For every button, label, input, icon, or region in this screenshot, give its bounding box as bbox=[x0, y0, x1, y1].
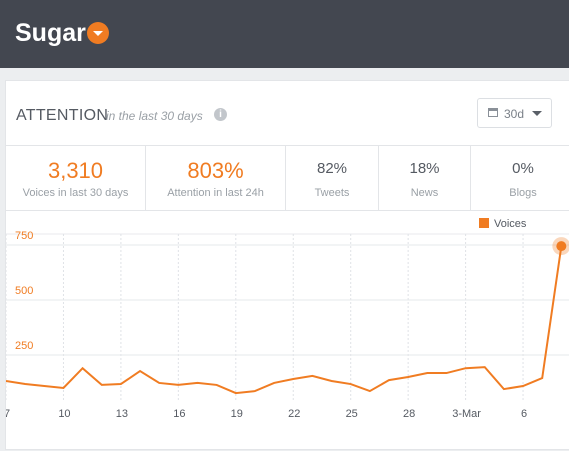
x-tick-label: 25 bbox=[346, 408, 358, 420]
chart: 250 500 750 7 10 13 16 19 22 25 28 3-Mar 6 Voices bbox=[6, 218, 569, 420]
stats-row: 3,310 Voices in last 30 days 803% Attention… bbox=[6, 145, 569, 211]
series-line bbox=[6, 245, 563, 395]
x-tick-label: 13 bbox=[116, 408, 128, 420]
panel-title: ATTENTION bbox=[16, 107, 109, 124]
stat-cell: 803% Attention in last 24h bbox=[146, 146, 286, 210]
brand-dropdown[interactable] bbox=[87, 22, 109, 44]
x-tick-label: 3-Mar bbox=[452, 408, 481, 420]
stat-value: 3,310 bbox=[47, 158, 104, 183]
stat-cell: 3,310 Voices in last 30 days bbox=[6, 146, 146, 210]
stat-cell: 18% News bbox=[379, 146, 471, 210]
top-bar: Sugar bbox=[0, 0, 569, 68]
x-tick-label: 19 bbox=[231, 408, 243, 420]
stat-label: Tweets bbox=[314, 187, 350, 199]
stat-value: 18% bbox=[409, 160, 440, 177]
stat-label: Voices in last 30 days bbox=[22, 187, 129, 199]
range-label: 30d bbox=[504, 107, 525, 121]
y-tick-label: 500 bbox=[15, 285, 33, 297]
info-icon[interactable]: i bbox=[214, 108, 227, 121]
brand-title: Sugar bbox=[15, 19, 86, 47]
legend-swatch bbox=[479, 218, 489, 228]
stat-value: 82% bbox=[316, 160, 348, 177]
y-tick-label: 250 bbox=[15, 340, 33, 352]
stat-value: 0% bbox=[512, 160, 534, 177]
caret-icon bbox=[532, 111, 542, 116]
stat-cell: 0% Blogs bbox=[471, 146, 569, 210]
x-tick-label: 6 bbox=[521, 408, 527, 420]
range-button[interactable]: 30d bbox=[477, 98, 552, 128]
calendar-icon bbox=[488, 108, 498, 117]
x-tick-label: 16 bbox=[173, 408, 185, 420]
stat-label: Attention in last 24h bbox=[167, 187, 264, 199]
attention-card: ATTENTION in the last 30 days i 30d 3,31… bbox=[5, 80, 569, 450]
x-tick-label: 22 bbox=[288, 408, 300, 420]
panel-subtitle: in the last 30 days bbox=[106, 109, 203, 123]
x-tick-label: 7 bbox=[6, 408, 10, 420]
legend-label: Voices bbox=[494, 218, 527, 230]
x-tick-label: 10 bbox=[58, 408, 70, 420]
stat-label: Blogs bbox=[509, 187, 537, 199]
stat-value: 803% bbox=[187, 158, 244, 183]
stat-cell: 82% Tweets bbox=[286, 146, 379, 210]
highlight-point bbox=[556, 241, 567, 252]
stat-label: News bbox=[410, 187, 439, 199]
y-tick-label: 750 bbox=[15, 230, 33, 242]
x-tick-label: 28 bbox=[403, 408, 415, 420]
